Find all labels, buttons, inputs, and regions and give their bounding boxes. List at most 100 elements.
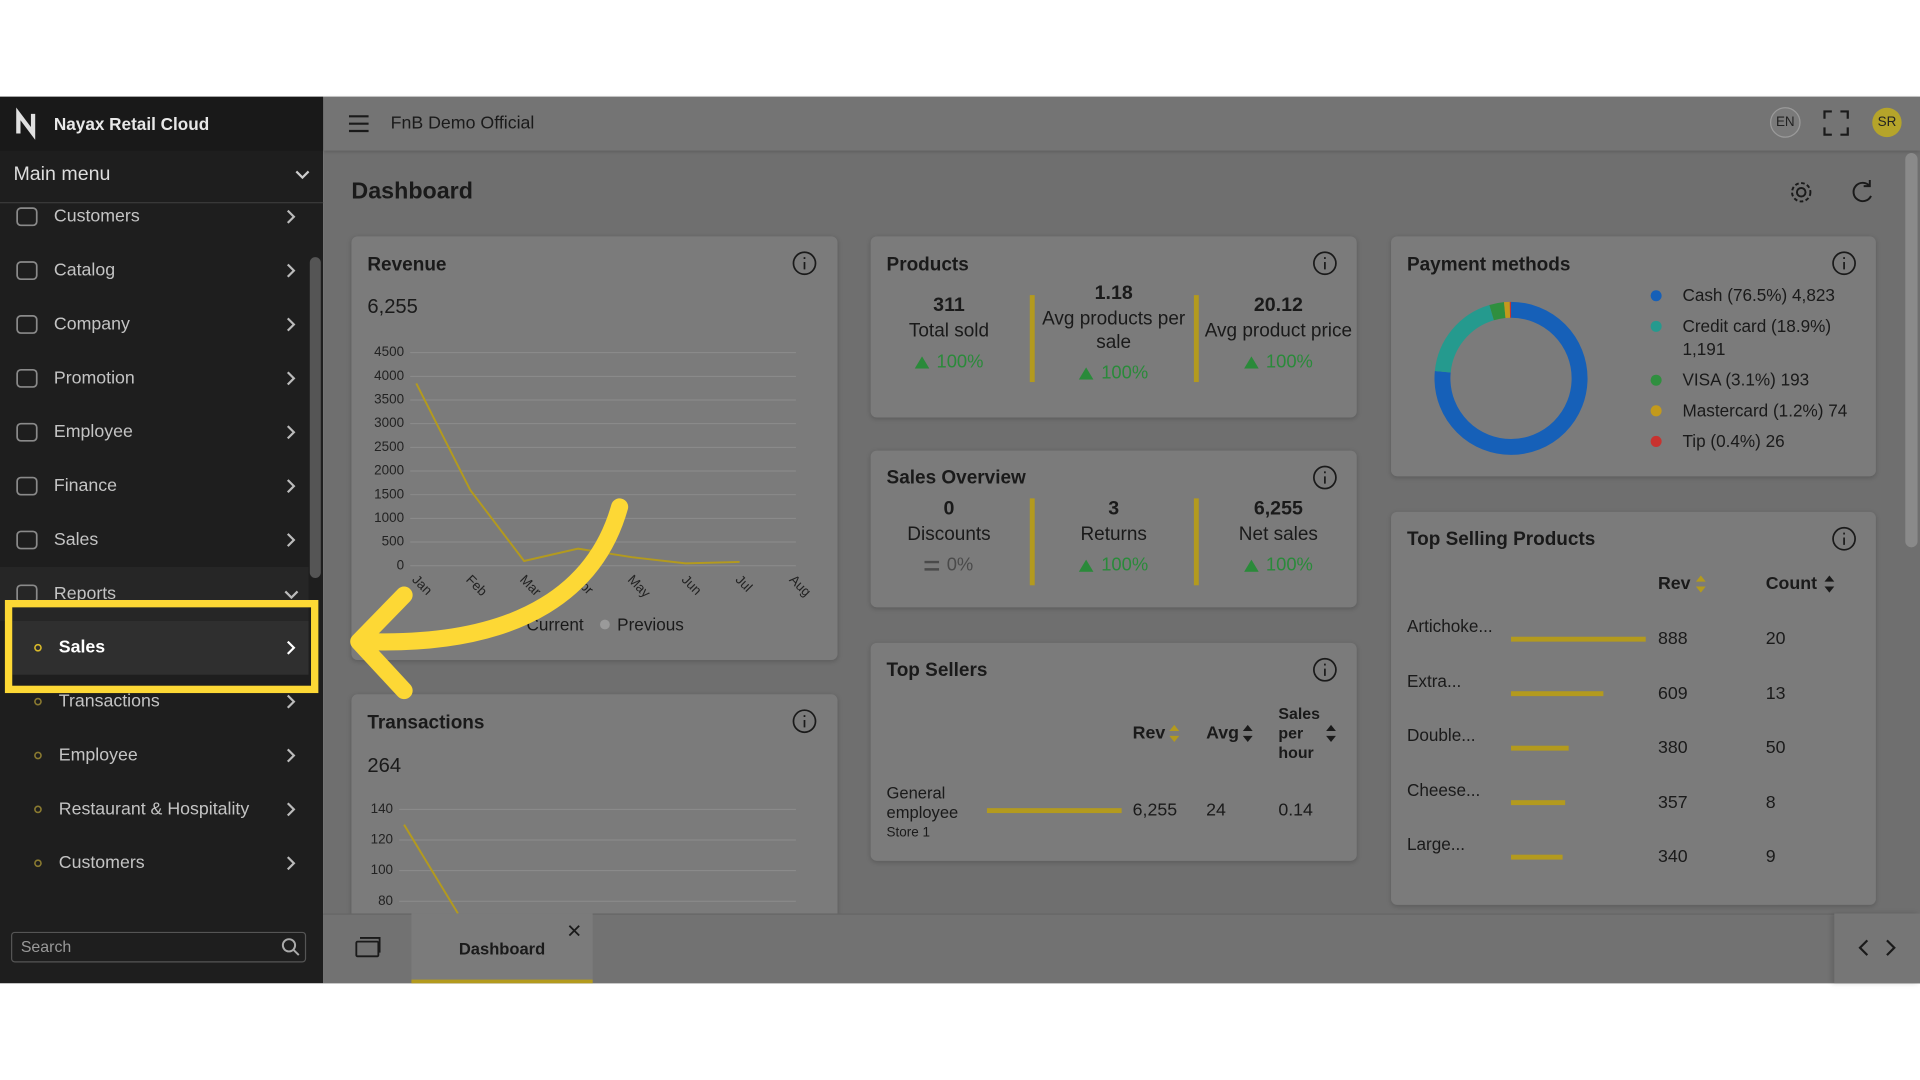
sort-icon[interactable] [1326, 724, 1336, 743]
kpi-value: 311 [933, 294, 965, 316]
avatar[interactable] [1872, 107, 1902, 138]
card-title: Transactions [367, 712, 485, 734]
kpi-change-text: 0% [946, 554, 974, 575]
y-tick-label: 140 [371, 801, 393, 816]
product-name: Large... [1406, 833, 1466, 854]
info-icon[interactable] [1313, 465, 1337, 490]
product-bar [1511, 745, 1569, 751]
sub-item[interactable]: Employee [58, 745, 138, 766]
sort-icon[interactable] [1824, 575, 1835, 593]
info-icon[interactable] [792, 251, 817, 276]
x-tick-label: Feb [463, 572, 490, 599]
sidebar-scrollbar[interactable] [309, 257, 321, 578]
legend-dot [600, 619, 610, 630]
hamburger[interactable] [348, 115, 369, 133]
legend-dot [1650, 374, 1662, 386]
language[interactable]: EN [1775, 115, 1795, 130]
menu-item[interactable]: Sales [53, 530, 99, 550]
column-header[interactable]: Rev [1657, 574, 1691, 594]
chevron [286, 694, 296, 709]
y-tick-label: 100 [371, 862, 393, 877]
sub-item[interactable]: Sales [58, 637, 106, 658]
y-tick-label: 80 [378, 893, 393, 908]
tab[interactable] [411, 913, 593, 984]
main-menu-header[interactable] [0, 151, 324, 204]
tab-list-icon[interactable] [355, 937, 381, 958]
search-icon[interactable] [281, 938, 300, 956]
column-header[interactable]: Sales per hour [1278, 704, 1320, 762]
trend-icon [1079, 558, 1094, 572]
trend-icon [1079, 367, 1094, 380]
brand-bar [0, 96, 324, 151]
sort-icon[interactable] [1242, 724, 1253, 743]
chevron [286, 263, 296, 278]
separator [1029, 295, 1035, 383]
trend-icon [1243, 355, 1259, 368]
x-tick-label: Jun [679, 572, 705, 598]
page-scrollbar[interactable] [1905, 153, 1918, 548]
product-count: 50 [1765, 738, 1786, 758]
user-initials[interactable]: SR [1877, 115, 1897, 130]
payment-legend: Cash (76.5%) 4,823 Credit card (18.9%) 1,… [1650, 284, 1866, 460]
sort-icon[interactable] [1695, 575, 1706, 593]
info-icon [1832, 251, 1856, 276]
tab-close[interactable] [568, 925, 580, 937]
sort-icon[interactable] [1169, 724, 1180, 743]
y-tick-label: 500 [382, 534, 404, 549]
y-tick-label: 2500 [374, 439, 404, 454]
menu-chevron[interactable] [295, 170, 310, 180]
kpi-value: 6,255 [1253, 497, 1303, 519]
card-title: Top Sellers [886, 660, 988, 681]
menu-icon [16, 261, 38, 281]
refresh-icon[interactable] [1852, 180, 1872, 203]
menu-item[interactable]: Catalog [53, 260, 116, 281]
menu-item[interactable]: Employee [53, 422, 133, 443]
sub-item[interactable]: Transactions [58, 691, 160, 712]
info-icon[interactable] [1832, 251, 1856, 276]
menu-item[interactable]: Promotion [53, 368, 135, 389]
info-icon [792, 709, 817, 734]
info-icon[interactable] [1313, 657, 1337, 682]
tab-prev[interactable] [1858, 939, 1869, 956]
seller-sales-per-hour: 0.14 [1278, 800, 1313, 821]
settings-icon[interactable] [1791, 182, 1812, 203]
sub-item[interactable]: Restaurant & Hospitality [58, 799, 250, 820]
sales-overview-card [870, 450, 1357, 608]
info-icon [792, 251, 817, 276]
chevron [286, 479, 296, 494]
menu-item[interactable]: Customers [53, 206, 140, 227]
column-header[interactable]: Avg [1206, 723, 1240, 744]
seller-store: Store 1 [886, 825, 930, 840]
kpi: 6,255 Net sales 100% [1195, 490, 1362, 583]
info-icon[interactable] [1832, 526, 1856, 551]
info-icon[interactable] [1313, 251, 1337, 276]
tab-label[interactable]: Dashboard [458, 939, 546, 959]
separator [1029, 498, 1035, 586]
card-title: Sales Overview [886, 467, 1026, 489]
fullscreen-icon[interactable] [1823, 110, 1849, 136]
trend-icon [914, 355, 930, 368]
y-tick-label: 1000 [374, 510, 404, 525]
kpi-label: Avg product price [1204, 320, 1353, 342]
column-header[interactable]: Rev [1132, 723, 1166, 744]
kpi-change: 100% [1079, 361, 1148, 385]
info-icon[interactable] [792, 709, 817, 734]
menu-item[interactable]: Company [53, 314, 130, 335]
kpi-label: Returns [1080, 523, 1147, 545]
kpi-change: 100% [914, 350, 983, 374]
card-title: Revenue [367, 254, 447, 276]
menu-icon [16, 207, 38, 227]
menu-item[interactable]: Finance [53, 476, 118, 496]
sub-item[interactable]: Customers [58, 853, 145, 874]
column-header[interactable]: Count [1765, 574, 1817, 594]
kpi-change-text: 100% [936, 350, 984, 372]
kpi-value: 20.12 [1253, 294, 1303, 316]
search-box[interactable] [11, 931, 307, 963]
trend-icon [1243, 558, 1259, 572]
tab-next[interactable] [1886, 939, 1896, 956]
kpi-value: 3 [1108, 497, 1120, 519]
sub-item-dot [34, 751, 42, 760]
menu-item[interactable]: Reports [53, 584, 117, 604]
language-badge[interactable] [1770, 107, 1801, 138]
